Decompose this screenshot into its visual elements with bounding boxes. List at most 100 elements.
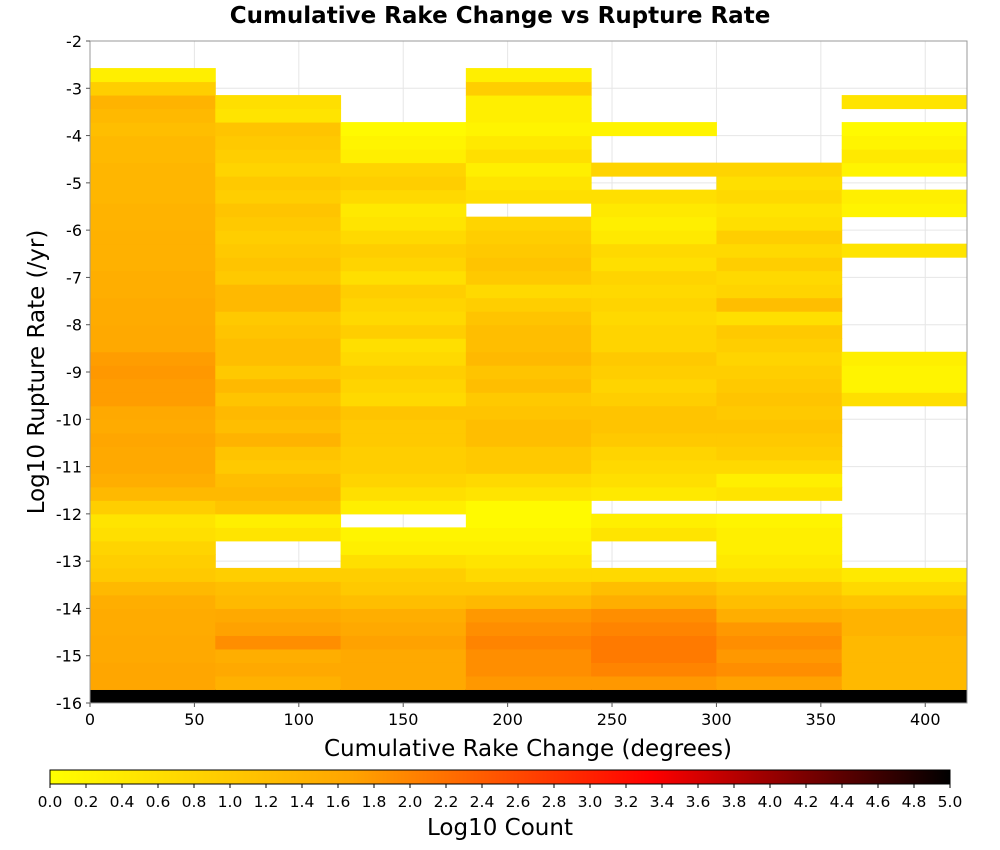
heatmap-cell [340,311,467,326]
heatmap-cell [90,297,216,312]
heatmap-cell [841,189,968,204]
colorbar-tick-label: 0.8 [182,793,207,811]
heatmap-cell [215,203,342,218]
heatmap-cell [465,311,592,326]
heatmap-cell [340,189,467,204]
heatmap-cell [215,621,342,636]
heatmap-cell [591,189,717,204]
heatmap-cell [90,162,216,177]
heatmap-cell [716,203,843,218]
heatmap-cell [215,486,342,501]
heatmap-cell [591,311,717,326]
colorbar-tick-label: 3.0 [578,793,603,811]
heatmap-cell [340,540,467,555]
heatmap-cell [340,378,467,393]
heatmap-cell [215,122,342,137]
heatmap-cell [340,351,467,366]
heatmap-cell [215,446,342,461]
heatmap-cell [90,459,216,474]
heatmap-cell [465,459,592,474]
heatmap-cell [591,257,717,272]
colorbar-tick-label: 0.6 [146,793,171,811]
heatmap-cell [716,162,843,177]
heatmap-cell [465,608,592,623]
heatmap-cell [215,311,342,326]
heatmap-cell [465,270,592,285]
heatmap-cell [465,108,592,123]
heatmap-cell [465,324,592,339]
heatmap-cell [90,365,216,380]
colorbar-tick-label: 0.4 [110,793,135,811]
heatmap-cell [340,270,467,285]
heatmap-cell [90,203,216,218]
heatmap-cell [340,675,467,690]
heatmap-cell [841,95,968,110]
heatmap-cell [465,648,592,663]
heatmap-cell [340,459,467,474]
heatmap-cell [340,203,467,218]
heatmap-cell [716,540,843,555]
colorbar-tick-label: 4.8 [902,793,927,811]
heatmap-cell [465,351,592,366]
heatmap-cell [90,527,216,542]
heatmap-cell [841,378,968,393]
heatmap-cell [716,459,843,474]
heatmap-cell [90,338,216,353]
heatmap-cell [340,162,467,177]
heatmap-cell [215,648,342,663]
heatmap-cell [215,608,342,623]
y-axis-label: Log10 Rupture Rate (/yr) [24,230,50,515]
heatmap-cell [90,648,216,663]
heatmap-cell [465,432,592,447]
heatmap-cell [90,284,216,299]
heatmap-cell [90,635,216,650]
heatmap-cell [90,405,216,420]
heatmap-cell [465,405,592,420]
heatmap-cell [340,216,467,231]
heatmap-cell [215,108,342,123]
heatmap-cell [90,594,216,609]
heatmap-cell [90,378,216,393]
heatmap-cell [591,513,717,528]
heatmap-cell [340,243,467,258]
heatmap-cell [465,540,592,555]
heatmap-cell [841,621,968,636]
heatmap-cell [591,203,717,218]
heatmap-cell [340,135,467,150]
heatmap-cell [716,392,843,407]
heatmap-cell [340,297,467,312]
colorbar-tick-label: 1.6 [326,793,351,811]
heatmap-cell [215,432,342,447]
y-tick-label: -5 [66,174,82,193]
heatmap-cell [465,297,592,312]
heatmap-cell [215,216,342,231]
x-tick-label: 250 [597,710,628,729]
heatmap-cell [591,365,717,380]
heatmap-cell [841,635,968,650]
heatmap-cell [716,284,843,299]
heatmap-cell [591,405,717,420]
heatmap-cell [591,392,717,407]
heatmap-cell [340,689,467,704]
heatmap-cell [90,621,216,636]
x-tick-label: 100 [284,710,315,729]
heatmap-cell [591,432,717,447]
heatmap-cell [340,648,467,663]
heatmap-cell [90,554,216,569]
heatmap-cell [716,446,843,461]
y-tick-label: -15 [56,647,82,666]
heatmap-cell [465,567,592,582]
heatmap-cell [340,324,467,339]
heatmap-cell [340,500,467,515]
heatmap-cell [465,95,592,110]
heatmap-cell [90,176,216,191]
heatmap-cell [841,608,968,623]
heatmap-cell [215,95,342,110]
heatmap-cell [215,297,342,312]
colorbar [49,769,951,785]
heatmap-cell [591,446,717,461]
colorbar-tick-label: 4.2 [794,793,819,811]
heatmap-cell [465,486,592,501]
heatmap-cell [716,338,843,353]
heatmap-cell [465,594,592,609]
